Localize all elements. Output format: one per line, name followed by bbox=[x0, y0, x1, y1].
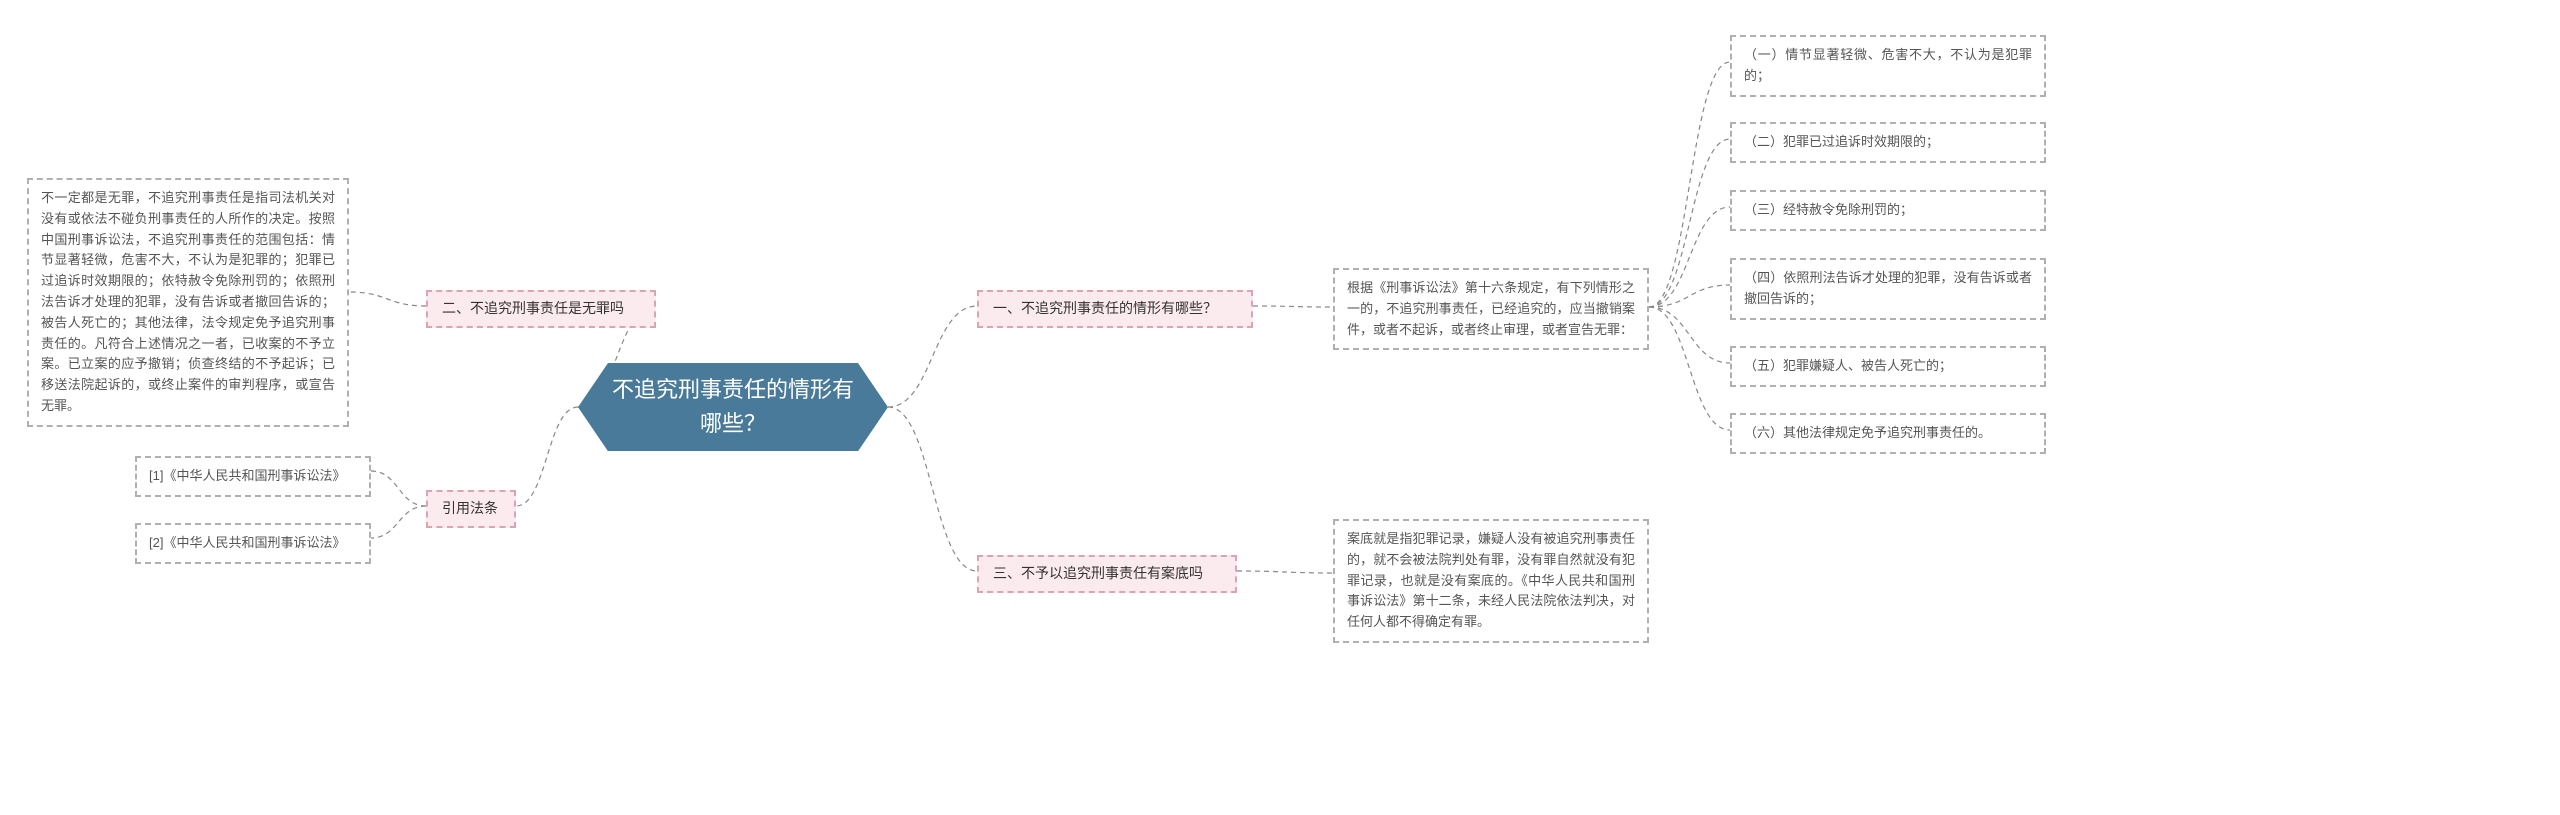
right-branch-0: 一、不追究刑事责任的情形有哪些？ bbox=[977, 290, 1253, 328]
right-branch-0-child-0-leaf-4: （五）犯罪嫌疑人、被告人死亡的； bbox=[1730, 346, 2046, 387]
left-branch-1-child-0: [1]《中华人民共和国刑事诉讼法》 bbox=[135, 456, 371, 497]
right-branch-0-child-0-leaf-3: （四）依照刑法告诉才处理的犯罪，没有告诉或者撤回告诉的； bbox=[1730, 258, 2046, 320]
right-branch-0-child-0-leaf-1: （二）犯罪已过追诉时效期限的； bbox=[1730, 122, 2046, 163]
mindmap-canvas: 不追究刑事责任的情形有哪些？ 一、不追究刑事责任的情形有哪些？ 根据《刑事诉讼法》第… bbox=[0, 0, 2560, 815]
right-branch-1-child-0: 案底就是指犯罪记录，嫌疑人没有被追究刑事责任的，就不会被法院判处有罪，没有罪自然… bbox=[1333, 519, 1649, 643]
left-branch-1: 引用法条 bbox=[426, 490, 516, 528]
left-branch-1-child-1: [2]《中华人民共和国刑事诉讼法》 bbox=[135, 523, 371, 564]
connectors-layer bbox=[0, 0, 2560, 815]
root-node: 不追究刑事责任的情形有哪些？ bbox=[578, 363, 888, 451]
right-branch-0-child-0: 根据《刑事诉讼法》第十六条规定，有下列情形之一的，不追究刑事责任，已经追究的，应… bbox=[1333, 268, 1649, 350]
left-branch-0-child-0: 不一定都是无罪，不追究刑事责任是指司法机关对没有或依法不碰负刑事责任的人所作的决… bbox=[27, 178, 349, 427]
right-branch-1: 三、不予以追究刑事责任有案底吗 bbox=[977, 555, 1237, 593]
left-branch-0: 二、不追究刑事责任是无罪吗 bbox=[426, 290, 656, 328]
right-branch-0-child-0-leaf-5: （六）其他法律规定免予追究刑事责任的。 bbox=[1730, 413, 2046, 454]
right-branch-0-child-0-leaf-2: （三）经特赦令免除刑罚的； bbox=[1730, 190, 2046, 231]
right-branch-0-child-0-leaf-0: （一）情节显著轻微、危害不大，不认为是犯罪的； bbox=[1730, 35, 2046, 97]
